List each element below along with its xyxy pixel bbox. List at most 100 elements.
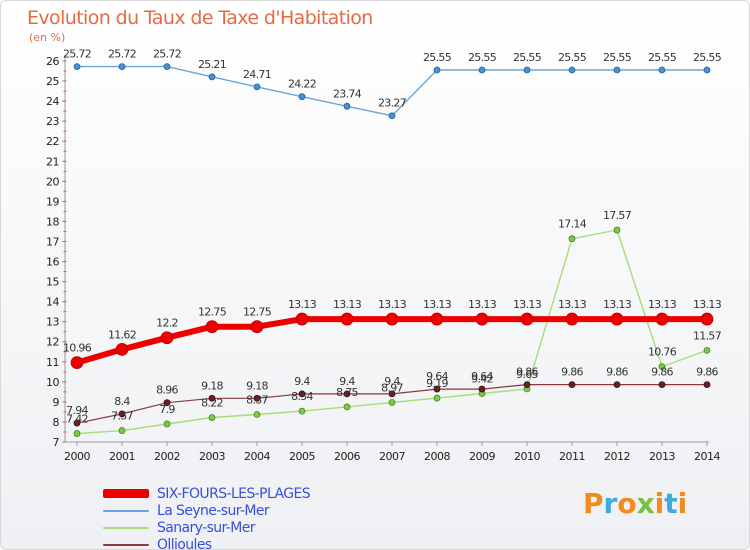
legend-swatch xyxy=(103,526,149,529)
data-label-2: 7.57 xyxy=(111,410,133,423)
legend-item: Sanary-sur-Mer xyxy=(103,519,363,536)
data-label-3: 9.86 xyxy=(651,366,673,379)
series-point-1 xyxy=(388,112,396,120)
data-label-0: 12.2 xyxy=(156,317,178,330)
logo-letter: x xyxy=(636,487,655,520)
series-point-0 xyxy=(70,356,84,369)
series-point-1 xyxy=(523,66,531,74)
series-point-2 xyxy=(703,346,711,354)
y-tick-label: 18 xyxy=(46,215,59,228)
series-point-0 xyxy=(565,312,579,326)
legend-item: Ollioules xyxy=(103,536,363,549)
y-tick-label: 19 xyxy=(46,195,59,208)
y-tick-label: 12 xyxy=(46,336,59,349)
series-point-2 xyxy=(433,394,441,402)
data-label-0: 13.13 xyxy=(648,298,677,311)
data-label-2: 9.42 xyxy=(471,372,493,385)
data-label-0: 13.13 xyxy=(378,298,407,311)
y-tick-label: 10 xyxy=(46,376,59,389)
x-tick-label: 2008 xyxy=(424,450,450,463)
series-point-3 xyxy=(208,394,216,402)
series-point-1 xyxy=(208,73,216,81)
data-label-3: 9.86 xyxy=(516,366,538,379)
y-tick-label: 8 xyxy=(53,416,60,429)
x-tick-label: 2009 xyxy=(469,450,495,463)
series-point-1 xyxy=(343,102,351,110)
chart-legend: SIX-FOURS-LES-PLAGES La Seyne-sur-Mer Sana… xyxy=(103,485,363,549)
series-point-0 xyxy=(160,331,174,345)
data-label-2: 8.22 xyxy=(201,397,223,410)
series-point-3 xyxy=(73,419,81,427)
data-label-3: 9.18 xyxy=(201,379,223,392)
legend-label: La Seyne-sur-Mer xyxy=(157,502,270,519)
data-label-0: 13.13 xyxy=(468,298,497,311)
series-point-0 xyxy=(115,342,129,356)
series-point-0 xyxy=(475,312,489,326)
legend-label: SIX-FOURS-LES-PLAGES xyxy=(157,485,311,502)
y-tick-label: 25 xyxy=(46,75,59,88)
data-label-3: 9.86 xyxy=(606,366,628,379)
data-label-3: 9.4 xyxy=(294,375,310,388)
data-label-2: 9.65 xyxy=(516,368,538,381)
data-label-3: 9.86 xyxy=(696,366,718,379)
y-tick-label: 7 xyxy=(53,436,60,449)
x-tick-label: 2004 xyxy=(244,450,270,463)
series-point-1 xyxy=(298,93,306,101)
series-point-3 xyxy=(343,390,351,398)
series-point-3 xyxy=(703,381,711,389)
x-tick-label: 2014 xyxy=(694,450,720,463)
series-point-1 xyxy=(433,66,441,74)
series-point-0 xyxy=(430,312,444,326)
series-point-3 xyxy=(568,381,576,389)
logo-letter: t xyxy=(664,487,678,520)
y-tick-label: 20 xyxy=(46,175,59,188)
data-label-3: 8.96 xyxy=(156,384,178,397)
series-point-3 xyxy=(613,381,621,389)
series-point-3 xyxy=(253,394,261,402)
series-point-1 xyxy=(703,66,711,74)
series-point-0 xyxy=(700,312,714,326)
series-point-3 xyxy=(478,385,486,393)
data-label-3: 9.64 xyxy=(426,370,448,383)
series-point-3 xyxy=(118,410,126,418)
data-label-1: 23.74 xyxy=(333,87,362,100)
data-label-2: 11.57 xyxy=(693,329,722,342)
data-label-0: 13.13 xyxy=(603,298,632,311)
logo-letter: P xyxy=(583,487,604,520)
y-tick-label: 14 xyxy=(46,296,59,309)
series-point-3 xyxy=(433,385,441,393)
series-point-1 xyxy=(118,63,126,71)
y-tick-label: 11 xyxy=(46,356,59,369)
data-label-0: 13.13 xyxy=(513,298,542,311)
logo-letter: o xyxy=(617,487,637,520)
x-tick-label: 2012 xyxy=(604,450,630,463)
series-point-1 xyxy=(613,66,621,74)
data-label-1: 25.55 xyxy=(603,51,632,64)
data-label-1: 25.55 xyxy=(513,51,542,64)
legend-item: SIX-FOURS-LES-PLAGES xyxy=(103,485,363,502)
data-label-2: 8.97 xyxy=(381,381,403,394)
chart-unit: (en %) xyxy=(29,31,66,44)
logo-letter: r xyxy=(603,487,618,520)
series-point-2 xyxy=(613,226,621,234)
series-point-0 xyxy=(295,312,309,326)
data-label-0: 12.75 xyxy=(243,306,272,319)
series-point-1 xyxy=(73,63,81,71)
legend-swatch xyxy=(103,489,149,498)
data-label-0: 13.13 xyxy=(288,298,317,311)
series-point-3 xyxy=(388,390,396,398)
data-label-1: 25.55 xyxy=(648,51,677,64)
y-tick-label: 15 xyxy=(46,276,59,289)
data-label-1: 25.55 xyxy=(468,51,497,64)
y-tick-label: 16 xyxy=(46,256,59,269)
series-point-0 xyxy=(385,312,399,326)
y-tick-label: 17 xyxy=(46,235,59,248)
data-label-1: 24.71 xyxy=(243,68,271,81)
series-point-2 xyxy=(568,235,576,243)
data-label-1: 23.27 xyxy=(378,97,407,110)
data-label-2: 7.9 xyxy=(159,403,175,416)
x-tick-label: 2007 xyxy=(379,450,405,463)
data-label-3: 9.86 xyxy=(561,366,583,379)
data-label-0: 13.13 xyxy=(333,298,362,311)
